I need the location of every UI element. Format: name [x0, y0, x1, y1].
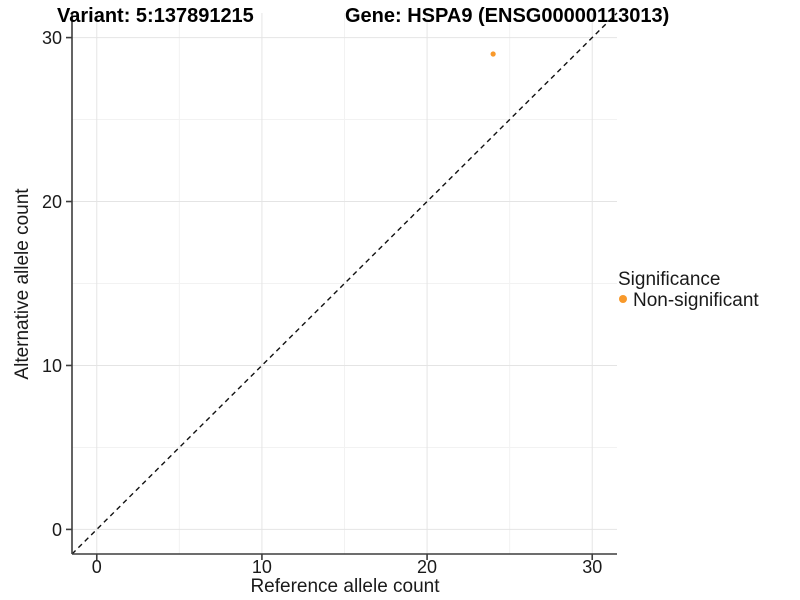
plot-title-gene: Gene: HSPA9 (ENSG00000113013) — [345, 5, 669, 27]
axis-ticks — [66, 36, 594, 560]
x-tick-label: 20 — [417, 557, 437, 577]
legend: Significance Non-significant — [618, 269, 759, 311]
legend-key-dot — [619, 295, 627, 303]
identity-line — [71, 12, 618, 555]
axis-tick-labels: 0 10 20 30 0 10 20 30 — [42, 28, 602, 577]
y-axis-title: Alternative allele count — [12, 188, 33, 380]
y-tick-label: 20 — [42, 192, 62, 212]
plot-title-variant: Variant: 5:137891215 — [57, 5, 254, 27]
y-tick-label: 0 — [52, 520, 62, 540]
y-tick-label: 30 — [42, 28, 62, 48]
y-tick-label: 10 — [42, 356, 62, 376]
x-axis-title: Reference allele count — [250, 576, 440, 597]
x-tick-label: 0 — [92, 557, 102, 577]
minor-gridlines — [72, 13, 617, 554]
major-gridlines — [72, 13, 617, 554]
identity-dashed-line — [71, 12, 618, 555]
legend-item-label: Non-significant — [633, 290, 759, 311]
legend-title: Significance — [618, 269, 720, 290]
x-tick-label: 10 — [252, 557, 272, 577]
data-point — [490, 51, 496, 57]
data-points — [490, 51, 496, 57]
axis-lines — [71, 13, 617, 555]
x-tick-label: 30 — [582, 557, 602, 577]
